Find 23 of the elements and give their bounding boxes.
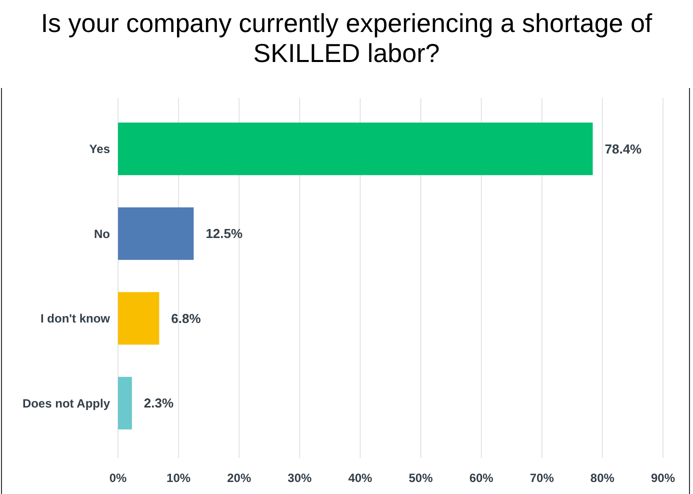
x-tick-label: 0% (109, 471, 127, 485)
x-tick-label: 10% (166, 471, 191, 485)
bar (118, 122, 593, 176)
x-tick-label: 80% (590, 471, 615, 485)
x-tick-label: 50% (408, 471, 434, 485)
y-tick-label: Does not Apply (22, 396, 110, 410)
x-tick-label: 40% (348, 471, 373, 485)
x-tick-label: 90% (650, 471, 676, 485)
data-label: 78.4% (604, 141, 642, 156)
x-tick-label: 30% (288, 471, 312, 485)
chart-title: Is your company currently experiencing a shortage of SKILLED labor? (40, 8, 653, 68)
y-tick-label: Yes (89, 142, 110, 156)
x-tick-label: 60% (469, 471, 494, 485)
y-tick-label: No (94, 226, 110, 241)
bar (118, 292, 160, 345)
data-label: 12.5% (206, 226, 243, 242)
data-label: 6.8% (171, 310, 202, 326)
data-label: 2.3% (144, 396, 174, 411)
x-tick-label: 20% (227, 471, 252, 485)
bar (118, 376, 132, 430)
x-tick-label: 70% (530, 471, 554, 485)
y-tick-label: I don't know (40, 312, 111, 326)
bar (118, 207, 194, 260)
